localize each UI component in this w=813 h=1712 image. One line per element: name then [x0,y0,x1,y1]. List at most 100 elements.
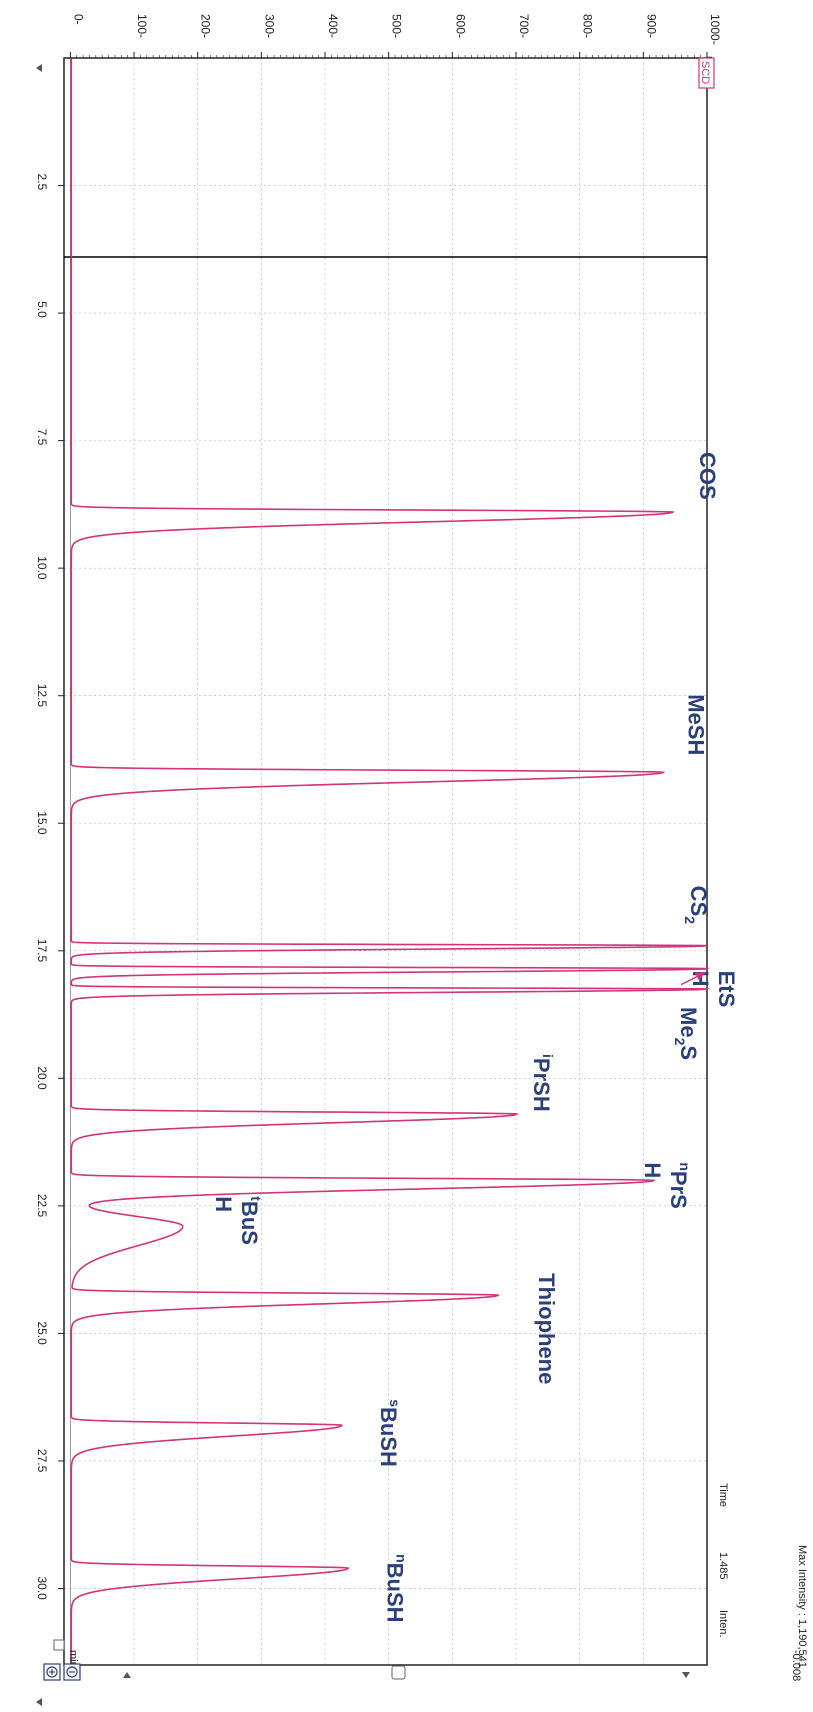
y-tick-label: 800- [581,14,595,38]
x-tick-label-group: 22.5 [35,1194,49,1218]
grid-layer [64,58,707,1665]
y-tick-label: 300- [262,14,276,38]
zoom-out-icon[interactable] [63,1663,81,1681]
peak-label-text: MeSH [683,694,708,755]
peak-label-10: nBuSH [382,1554,409,1622]
peak-label-main: PrS [666,1171,691,1209]
peak-label-text: Me2S [672,1007,701,1060]
peak-label-superscript: i [540,1054,556,1058]
inten-readout-value: -0.008 [790,1650,802,1681]
y-tick-label-group: 400- [326,14,340,38]
x-tick-label: 10.0 [35,556,49,580]
scroll-up-arrow[interactable] [123,1672,131,1678]
x-tick-label-group: 10.0 [35,556,49,580]
peak-pointer-arrowhead [695,972,705,981]
y-tick-label-group: 0- [71,14,85,25]
peak-label-9: sBuSH [376,1399,403,1467]
x-tick-label: 27.5 [35,1449,49,1473]
x-tick-label: 5.0 [35,301,49,318]
y-tick-label: 0- [71,14,85,25]
peak-label-text: Thiophene [534,1273,559,1384]
y-tick-label-group: 100- [135,14,149,38]
peak-label-text: sBuSH [376,1399,403,1467]
y-tick-label-group: 300- [262,14,276,38]
peak-label-text: COS [695,452,720,500]
x-tick-label-group: 7.5 [35,429,49,446]
plot-frame [63,57,708,1666]
peak-label-tail: S [676,1045,701,1060]
x-tick-layer: 2.5 5.0 7.5 10.0 12.5 15.0 17.5 20.0 22.5 25.0 27.… [35,174,64,1600]
peak-label-3: EtS [714,971,739,1008]
peak-label-tail-group: H [640,1162,665,1178]
peak-label-main: MeSH [683,694,708,755]
peak-label-text: CS2 [682,886,711,925]
peak-label-tail: H [211,1196,236,1212]
y-tick-label: 500- [390,14,404,38]
max-intensity-readout: Max Intensity : 1,190,541 [796,1545,808,1668]
zoom-in-icon[interactable] [43,1663,61,1681]
x-tick-label: 7.5 [35,429,49,446]
channel-label: SCD [699,61,711,84]
peak-label-text: EtS [714,971,739,1008]
peak-label-tail: H [640,1162,665,1178]
peak-label-text: iPrSH [529,1054,556,1112]
y-tick-label: 600- [453,14,467,38]
y-tick-label: 400- [326,14,340,38]
peak-label-text: tBuS [237,1196,264,1245]
peak-label-main: Thiophene [534,1273,559,1384]
x-tick-label-group: 27.5 [35,1449,49,1473]
peak-label-superscript: t [248,1196,264,1201]
peak-label-main: EtS [714,971,739,1008]
x-tick-label: 2.5 [35,174,49,191]
x-tick-label-group: 30.0 [35,1576,49,1600]
x-tick-label: 22.5 [35,1194,49,1218]
time-readout-label: Time [717,1483,729,1507]
y-tick-label-group: 700- [517,14,531,38]
x-tick-label: 12.5 [35,684,49,708]
peak-label-text: nPrS [666,1162,693,1208]
peak-label-subscript: 2 [672,1038,688,1046]
y-tick-label-group: 1000- [708,14,722,45]
x-tick-label-group: 25.0 [35,1321,49,1345]
x-tick-label-group: 12.5 [35,684,49,708]
y-tick-label-group: 800- [581,14,595,38]
y-tick-label: 1000- [708,14,722,45]
peak-label-text: nBuSH [382,1554,409,1622]
peak-label-subscript: 2 [682,916,698,924]
x-tick-label: 15.0 [35,811,49,835]
peak-label-superscript: n [393,1554,409,1563]
channel-badge-box [698,57,715,89]
checkbox-small-icon[interactable] [53,1639,65,1651]
y-tick-label-group: 600- [453,14,467,38]
y-tick-layer: 0- 100- 200- 300- 400- 500- 600- 700- 800- 900- 10… [69,14,722,58]
peak-marker-layer [680,972,706,986]
y-tick-label-group: 500- [390,14,404,38]
y-tick-label: 700- [517,14,531,38]
x-tick-label: 25.0 [35,1321,49,1345]
x-unit-label: min [67,1650,79,1668]
peak-label-6: nPrS [666,1162,693,1208]
inten-readout-label: Inten. [717,1610,729,1638]
scroll-right-arrow[interactable] [36,1698,42,1706]
peak-label-2: CS2 [682,886,711,925]
peak-label-superscript: s [387,1399,403,1407]
peak-label-layer: COSMeSHCS2EtSHMe2SiPrSHnPrSHtBuSHThiophe… [211,452,739,1622]
peak-label-main: BuS [237,1201,262,1245]
scroll-left-arrow[interactable] [36,64,42,72]
peak-label-main: BuSH [376,1407,401,1467]
peak-label-tail-group: H [211,1196,236,1212]
peak-label-0: COS [695,452,720,500]
x-tick-label: 30.0 [35,1576,49,1600]
scroll-down-arrow[interactable] [682,1672,690,1678]
peak-label-1: MeSH [683,694,708,755]
peak-label-main: PrSH [529,1058,554,1112]
x-tick-label-group: 17.5 [35,939,49,963]
x-tick-label: 17.5 [35,939,49,963]
y-tick-label: 900- [644,14,658,38]
peak-label-superscript: n [677,1162,693,1171]
checkbox-icon[interactable] [391,1665,406,1680]
y-tick-label-group: 200- [199,14,213,38]
x-tick-label-group: 20.0 [35,1066,49,1090]
x-tick-label-group: 15.0 [35,811,49,835]
